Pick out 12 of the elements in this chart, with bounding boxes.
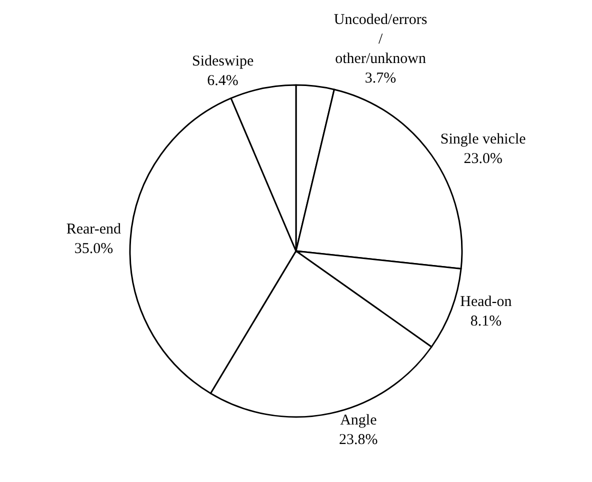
slice-label: Head-on — [460, 294, 512, 310]
data-label: 6.4% — [207, 73, 238, 90]
slice-label: Single vehicle — [440, 131, 526, 148]
data-label: 3.7% — [364, 70, 396, 87]
data-label: 8.1% — [470, 314, 502, 330]
data-label: 23.8% — [339, 432, 378, 448]
slice-label: Sideswipe — [192, 54, 254, 70]
slice-label: Uncoded/errors / other/unknown — [334, 12, 428, 68]
slice-label: Angle — [340, 412, 378, 429]
data-label: 35.0% — [74, 241, 114, 258]
slice-label: Rear-end — [66, 222, 122, 238]
data-label: 23.0% — [464, 150, 502, 167]
